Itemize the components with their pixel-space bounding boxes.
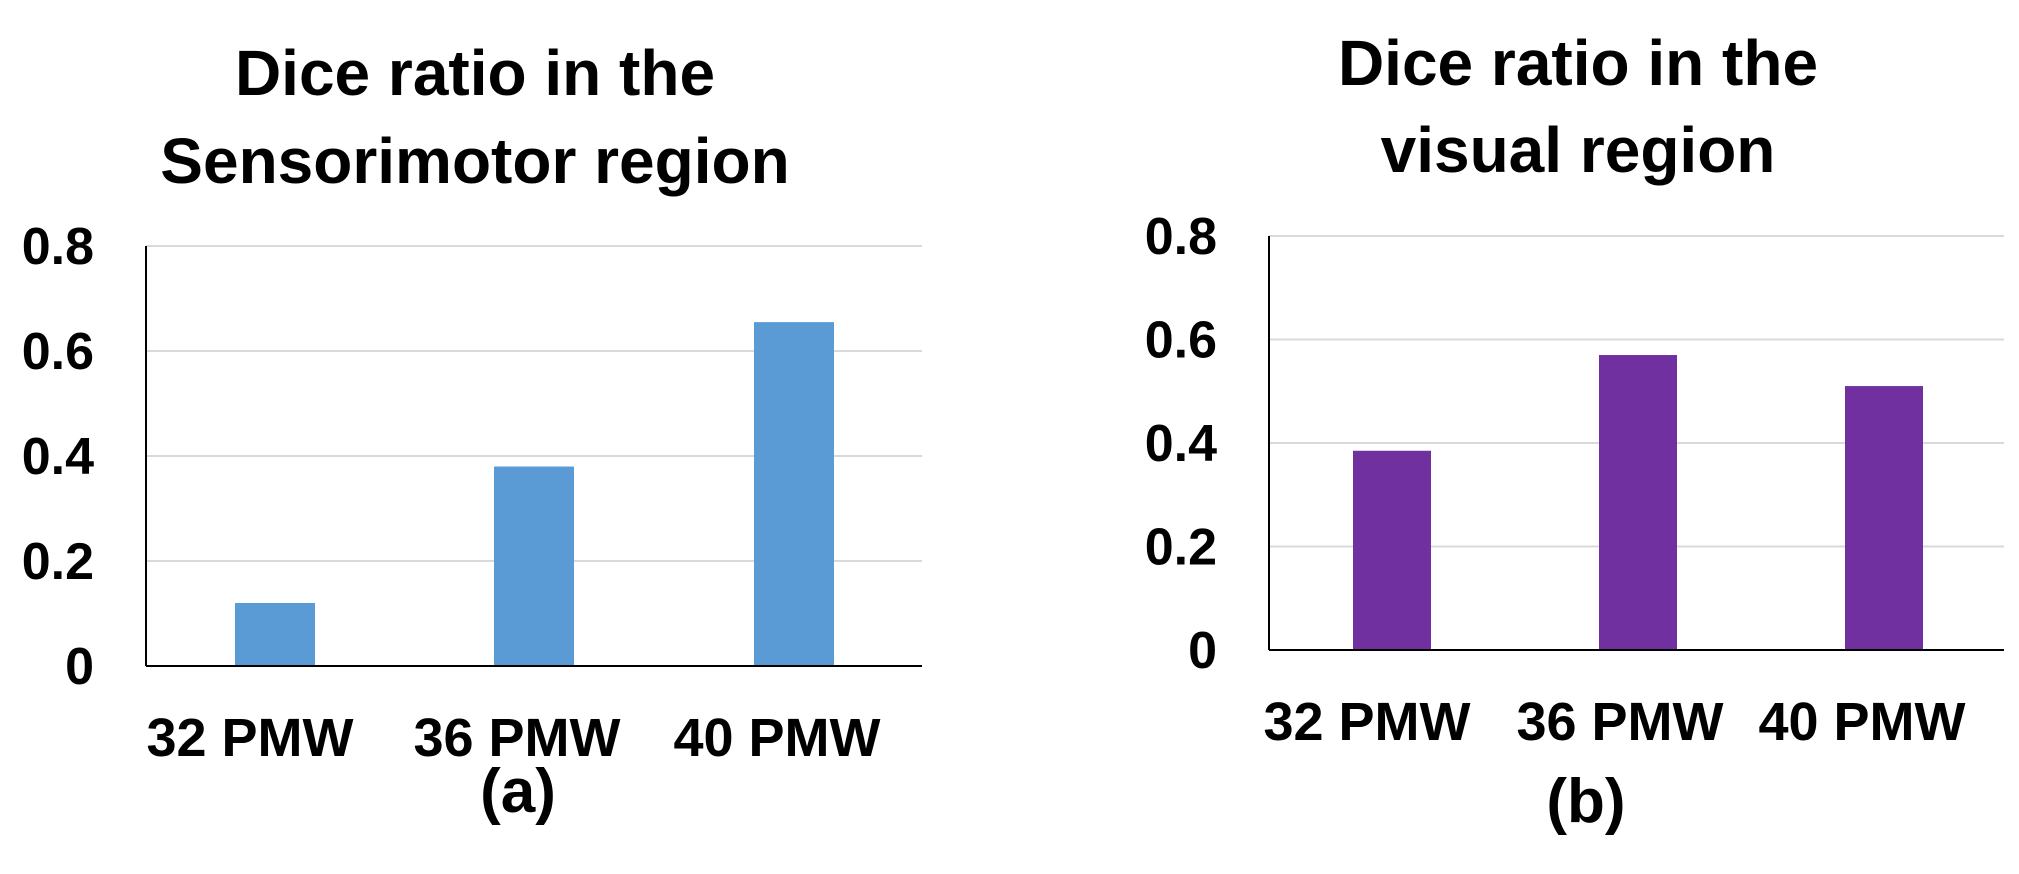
chart-b-category-label: 40 PMW <box>1758 692 1965 752</box>
chart-a-y-ticks: 0 0.2 0.4 0.6 0.8 <box>22 218 94 696</box>
chart-b-y-tick-label: 0.8 <box>1145 208 1217 266</box>
panel-label-b: (b) <box>1546 767 1625 836</box>
chart-a-y-tick-label: 0.6 <box>22 323 94 381</box>
chart-b-category-labels: 32 PMW 36 PMW 40 PMW <box>1263 692 1965 752</box>
chart-b-category-label: 36 PMW <box>1516 692 1723 752</box>
chart-a-bar <box>235 603 315 666</box>
chart-a-y-tick-label: 0.8 <box>22 218 94 276</box>
chart-a-category-label: 36 PMW <box>413 708 620 768</box>
chart-a-y-tick-label: 0 <box>65 638 94 696</box>
chart-a-category-labels: 32 PMW 36 PMW 40 PMW <box>146 708 880 768</box>
chart-b-title-line-2: visual region <box>1381 114 1776 186</box>
chart-a: Dice ratio in the Sensorimotor region 00… <box>22 37 922 826</box>
chart-a-bars <box>235 322 834 666</box>
chart-b-bar <box>1845 386 1923 650</box>
chart-b-y-tick-label: 0 <box>1188 622 1217 680</box>
chart-a-category-label: 40 PMW <box>673 708 880 768</box>
chart-b-bar <box>1353 450 1431 650</box>
chart-b-category-label: 32 PMW <box>1263 692 1470 752</box>
chart-b: Dice ratio in the visual region 00.20.40… <box>1145 27 2004 836</box>
chart-a-category-label: 32 PMW <box>146 708 353 768</box>
chart-a-bar <box>754 322 834 666</box>
chart-a-y-tick-label: 0.4 <box>22 428 94 486</box>
chart-b-y-tick-label: 0.6 <box>1145 312 1217 370</box>
chart-a-y-tick-label: 0.2 <box>22 533 94 591</box>
chart-b-bars <box>1353 355 1923 650</box>
panel-label-a: (a) <box>480 757 556 826</box>
chart-b-y-tick-label: 0.4 <box>1145 415 1217 473</box>
chart-b-y-tick-label: 0.2 <box>1145 519 1217 577</box>
chart-a-title-line-2: Sensorimotor region <box>160 125 789 197</box>
chart-b-bar <box>1599 355 1677 650</box>
chart-a-bar <box>494 466 574 666</box>
chart-b-y-ticks: 0 0.2 0.4 0.6 0.8 <box>1145 208 1217 680</box>
chart-b-title-line-1: Dice ratio in the <box>1338 27 1818 99</box>
chart-a-title-line-1: Dice ratio in the <box>235 37 715 109</box>
